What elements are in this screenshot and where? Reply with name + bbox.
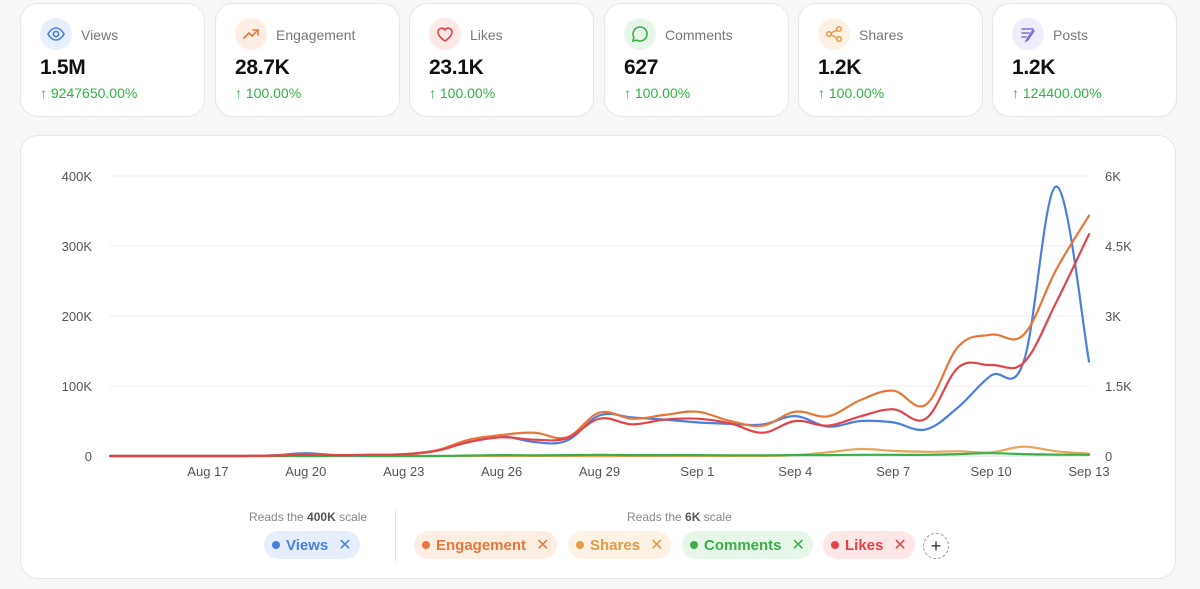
stat-card-shares[interactable]: Shares 1.2K ↑ 100.00% <box>798 3 983 117</box>
stat-value: 1.2K <box>1012 56 1056 79</box>
chat-bubble-icon <box>624 18 656 50</box>
x-tick-label: Sep 10 <box>970 464 1011 479</box>
x-tick-label: Aug 17 <box>187 464 228 479</box>
legend-label: Comments <box>704 536 782 554</box>
stat-value: 23.1K <box>429 56 484 79</box>
stat-value: 1.2K <box>818 56 862 79</box>
series-dot <box>576 541 584 549</box>
legend-divider <box>395 509 396 561</box>
y-right-tick-label: 0 <box>1105 449 1112 464</box>
up-arrow-icon: ↑ <box>1012 85 1019 101</box>
stat-change: ↑ 100.00% <box>429 85 496 101</box>
x-tick-label: Aug 29 <box>579 464 620 479</box>
stat-change: ↑ 9247650.00% <box>40 85 138 101</box>
stat-label: Comments <box>665 27 733 43</box>
series-line-views <box>108 185 1091 458</box>
stat-card-views[interactable]: Views 1.5M ↑ 9247650.00% <box>20 3 205 117</box>
stat-change: ↑ 100.00% <box>818 85 885 101</box>
right-scale-note: Reads the 6K scale <box>627 510 732 524</box>
quill-icon <box>1012 18 1044 50</box>
series-line-likes <box>108 233 1091 458</box>
legend-chip-views[interactable]: Views ✕ <box>264 531 360 559</box>
trending-up-icon <box>235 18 267 50</box>
stat-value: 627 <box>624 56 659 79</box>
x-tick-label: Aug 20 <box>285 464 326 479</box>
up-arrow-icon: ↑ <box>818 85 825 101</box>
legend-chip-engagement[interactable]: Engagement ✕ <box>414 531 558 559</box>
stat-change: ↑ 100.00% <box>624 85 691 101</box>
up-arrow-icon: ↑ <box>235 85 242 101</box>
close-icon[interactable]: ✕ <box>650 537 664 554</box>
heart-icon <box>429 18 461 50</box>
stat-label: Shares <box>859 27 904 43</box>
y-left-tick-label: 400K <box>62 169 93 184</box>
x-tick-label: Aug 26 <box>481 464 522 479</box>
y-right-tick-label: 1.5K <box>1105 379 1132 394</box>
stat-change: ↑ 124400.00% <box>1012 85 1102 101</box>
legend-chip-likes[interactable]: Likes ✕ <box>823 531 915 559</box>
legend-label: Views <box>286 536 329 554</box>
stat-change: ↑ 100.00% <box>235 85 302 101</box>
up-arrow-icon: ↑ <box>429 85 436 101</box>
stat-label: Engagement <box>276 27 356 43</box>
x-tick-label: Sep 1 <box>680 464 714 479</box>
stat-value: 28.7K <box>235 56 290 79</box>
share-icon <box>818 18 850 50</box>
close-icon[interactable]: ✕ <box>536 537 550 554</box>
y-right-tick-label: 4.5K <box>1105 239 1132 254</box>
stat-card-likes[interactable]: Likes 23.1K ↑ 100.00% <box>409 3 594 117</box>
stat-label: Likes <box>470 27 503 43</box>
legend-chip-shares[interactable]: Shares ✕ <box>568 531 672 559</box>
stat-card-comments[interactable]: Comments 627 ↑ 100.00% <box>604 3 789 117</box>
add-series-button[interactable]: + <box>923 533 949 559</box>
stat-label: Posts <box>1053 27 1089 43</box>
legend-label: Shares <box>590 536 641 554</box>
up-arrow-icon: ↑ <box>40 85 47 101</box>
up-arrow-icon: ↑ <box>624 85 631 101</box>
series-dot <box>831 541 839 549</box>
y-left-tick-label: 200K <box>62 309 93 324</box>
y-left-tick-label: 100K <box>62 379 93 394</box>
series-dot <box>422 541 430 549</box>
series-dot <box>690 541 698 549</box>
stat-card-posts[interactable]: Posts 1.2K ↑ 124400.00% <box>992 3 1177 117</box>
legend-chip-comments[interactable]: Comments ✕ <box>682 531 813 559</box>
chart-panel: 0 0 100K 1.5K 200K 3K 300K 4.5K 400K 6K Aug 17 Aug … <box>20 135 1176 579</box>
legend-label: Engagement <box>436 536 527 554</box>
y-left-tick-label: 0 <box>85 449 92 464</box>
close-icon[interactable]: ✕ <box>791 537 805 554</box>
series-dot <box>272 541 280 549</box>
y-left-tick-label: 300K <box>62 239 93 254</box>
stat-label: Views <box>81 27 119 43</box>
stats-row: Views 1.5M ↑ 9247650.00% Engagement 28.7… <box>20 3 1184 117</box>
left-scale-note: Reads the 400K scale <box>249 510 368 524</box>
stat-value: 1.5M <box>40 56 86 79</box>
eye-icon <box>40 18 72 50</box>
x-tick-label: Aug 23 <box>383 464 424 479</box>
x-tick-label: Sep 13 <box>1068 464 1109 479</box>
legend-label: Likes <box>845 536 884 554</box>
x-tick-label: Sep 7 <box>876 464 910 479</box>
stat-card-engagement[interactable]: Engagement 28.7K ↑ 100.00% <box>215 3 400 117</box>
line-chart: 0 0 100K 1.5K 200K 3K 300K 4.5K 400K 6K Aug 17 Aug … <box>62 169 1132 479</box>
x-tick-label: Sep 4 <box>778 464 812 479</box>
close-icon[interactable]: ✕ <box>893 537 907 554</box>
y-right-tick-label: 3K <box>1105 309 1121 324</box>
close-icon[interactable]: ✕ <box>338 537 352 554</box>
y-right-tick-label: 6K <box>1105 169 1121 184</box>
